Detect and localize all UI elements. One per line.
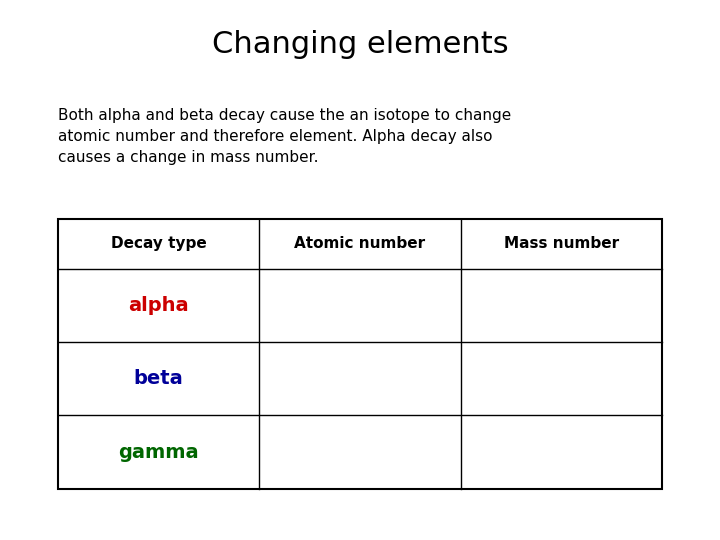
Text: Mass number: Mass number <box>504 236 619 251</box>
Text: Both alpha and beta decay cause the an isotope to change
atomic number and there: Both alpha and beta decay cause the an i… <box>58 108 511 165</box>
Text: gamma: gamma <box>118 442 199 462</box>
Text: alpha: alpha <box>128 296 189 315</box>
Text: Changing elements: Changing elements <box>212 30 508 59</box>
Text: Decay type: Decay type <box>111 236 206 251</box>
Text: beta: beta <box>133 369 184 388</box>
Bar <box>58 219 662 489</box>
Text: Atomic number: Atomic number <box>294 236 426 251</box>
